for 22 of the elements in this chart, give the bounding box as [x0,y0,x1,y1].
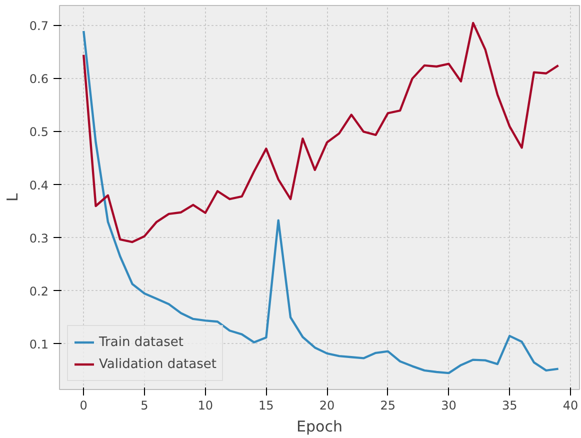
x-tick-label: 25 [380,398,396,412]
line-series [82,22,560,244]
y-tick-label: 0.4 [29,178,49,192]
x-tick-label: 20 [319,398,335,412]
y-tick-label: 0.5 [29,125,49,140]
x-tick-label: 5 [140,398,148,412]
line-series [82,30,560,374]
y-tick-label: 0.7 [29,19,49,34]
x-tick-label: 30 [441,398,456,412]
y-tick-label: 0.6 [29,72,49,86]
legend-label: Validation dataset [99,356,216,372]
y-tick-label: 0.2 [29,284,49,298]
y-tick-label: 0.1 [29,337,49,352]
x-tick-label: 15 [258,398,274,412]
legend-label: Train dataset [99,334,184,350]
x-tick-label: 40 [562,398,578,412]
y-axis-title: L [3,192,22,202]
x-tick-label: 35 [502,398,518,412]
x-tick-label: 10 [198,398,213,412]
x-axis-title: Epoch [296,418,342,436]
x-tick-label: 0 [80,398,88,412]
y-tick-label: 0.3 [29,231,49,246]
